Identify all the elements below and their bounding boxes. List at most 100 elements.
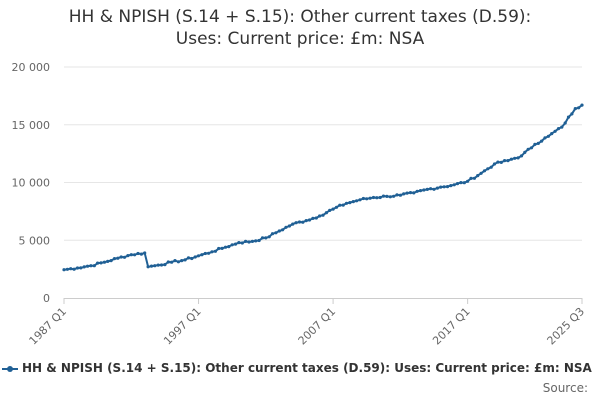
- data-point[interactable]: [449, 184, 453, 188]
- data-point[interactable]: [277, 229, 281, 233]
- data-point[interactable]: [264, 236, 268, 240]
- data-point[interactable]: [553, 129, 557, 133]
- data-point[interactable]: [570, 112, 574, 116]
- data-point[interactable]: [106, 259, 110, 263]
- data-point[interactable]: [395, 193, 399, 197]
- data-point[interactable]: [368, 196, 372, 200]
- data-point[interactable]: [281, 228, 285, 232]
- data-point[interactable]: [482, 169, 487, 173]
- data-point[interactable]: [392, 194, 396, 198]
- data-point[interactable]: [516, 156, 520, 160]
- data-point[interactable]: [318, 214, 322, 218]
- data-point[interactable]: [365, 197, 369, 201]
- series-line[interactable]: [63, 104, 583, 271]
- data-point[interactable]: [301, 220, 305, 224]
- data-point[interactable]: [79, 266, 83, 270]
- data-point[interactable]: [176, 260, 180, 264]
- data-point[interactable]: [112, 257, 117, 261]
- data-point[interactable]: [533, 142, 537, 146]
- data-point[interactable]: [412, 191, 416, 195]
- data-point[interactable]: [402, 192, 406, 196]
- data-point[interactable]: [355, 199, 359, 203]
- data-point[interactable]: [486, 167, 490, 171]
- data-point[interactable]: [469, 176, 473, 180]
- data-point[interactable]: [257, 238, 261, 243]
- data-point[interactable]: [237, 241, 241, 245]
- data-point[interactable]: [455, 182, 460, 186]
- data-point[interactable]: [186, 256, 191, 260]
- data-point[interactable]: [62, 268, 66, 272]
- data-point[interactable]: [173, 259, 177, 263]
- data-point[interactable]: [133, 253, 137, 257]
- data-point[interactable]: [220, 246, 224, 250]
- data-point[interactable]: [529, 146, 534, 150]
- data-point[interactable]: [96, 261, 100, 265]
- data-point[interactable]: [573, 107, 577, 111]
- data-point[interactable]: [452, 183, 456, 187]
- data-point[interactable]: [439, 185, 443, 189]
- data-point[interactable]: [348, 201, 352, 205]
- data-point[interactable]: [159, 263, 164, 267]
- data-point[interactable]: [462, 181, 466, 185]
- data-point[interactable]: [250, 239, 254, 243]
- data-point[interactable]: [311, 216, 315, 220]
- data-point[interactable]: [72, 267, 76, 271]
- data-point[interactable]: [338, 203, 342, 207]
- data-point[interactable]: [509, 157, 513, 161]
- data-point[interactable]: [556, 127, 561, 131]
- data-point[interactable]: [472, 176, 476, 180]
- data-point[interactable]: [550, 132, 554, 136]
- data-point[interactable]: [499, 160, 503, 164]
- data-point[interactable]: [227, 245, 231, 249]
- data-point[interactable]: [526, 147, 530, 151]
- data-point[interactable]: [180, 259, 184, 263]
- data-point[interactable]: [324, 211, 328, 215]
- data-point[interactable]: [210, 250, 214, 254]
- data-point[interactable]: [459, 181, 463, 185]
- data-point[interactable]: [166, 260, 170, 264]
- data-point[interactable]: [270, 232, 275, 236]
- data-point[interactable]: [69, 267, 73, 271]
- data-point[interactable]: [75, 266, 80, 270]
- data-point[interactable]: [408, 191, 413, 195]
- data-point[interactable]: [334, 205, 339, 209]
- data-point[interactable]: [358, 198, 362, 202]
- data-point[interactable]: [254, 239, 258, 243]
- data-point[interactable]: [435, 186, 439, 190]
- data-point[interactable]: [422, 188, 426, 192]
- data-point[interactable]: [85, 264, 90, 268]
- data-point[interactable]: [260, 236, 265, 240]
- data-point[interactable]: [418, 189, 423, 193]
- source-label[interactable]: Source:: [542, 381, 588, 395]
- data-point[interactable]: [207, 251, 211, 255]
- data-point[interactable]: [193, 255, 197, 259]
- data-point[interactable]: [240, 241, 244, 245]
- data-point[interactable]: [274, 231, 278, 235]
- data-point[interactable]: [543, 136, 547, 140]
- data-point[interactable]: [149, 264, 154, 268]
- data-point[interactable]: [119, 255, 123, 259]
- data-point[interactable]: [126, 254, 130, 258]
- data-point[interactable]: [122, 255, 127, 259]
- data-point[interactable]: [489, 165, 493, 169]
- data-point[interactable]: [116, 256, 120, 260]
- data-point[interactable]: [143, 251, 147, 255]
- data-point[interactable]: [230, 243, 234, 247]
- data-point[interactable]: [200, 253, 204, 257]
- data-point[interactable]: [170, 260, 174, 264]
- data-point[interactable]: [492, 162, 497, 166]
- data-point[interactable]: [371, 195, 376, 200]
- data-point[interactable]: [341, 203, 345, 207]
- data-point[interactable]: [503, 159, 507, 163]
- data-point[interactable]: [314, 216, 318, 220]
- data-point[interactable]: [381, 194, 386, 198]
- data-point[interactable]: [540, 139, 544, 143]
- data-point[interactable]: [223, 245, 228, 249]
- data-point[interactable]: [203, 251, 207, 256]
- data-point[interactable]: [284, 225, 288, 229]
- data-point[interactable]: [566, 115, 571, 119]
- data-point[interactable]: [65, 267, 69, 271]
- data-point[interactable]: [351, 200, 355, 204]
- data-point[interactable]: [466, 179, 470, 183]
- data-point[interactable]: [99, 261, 103, 265]
